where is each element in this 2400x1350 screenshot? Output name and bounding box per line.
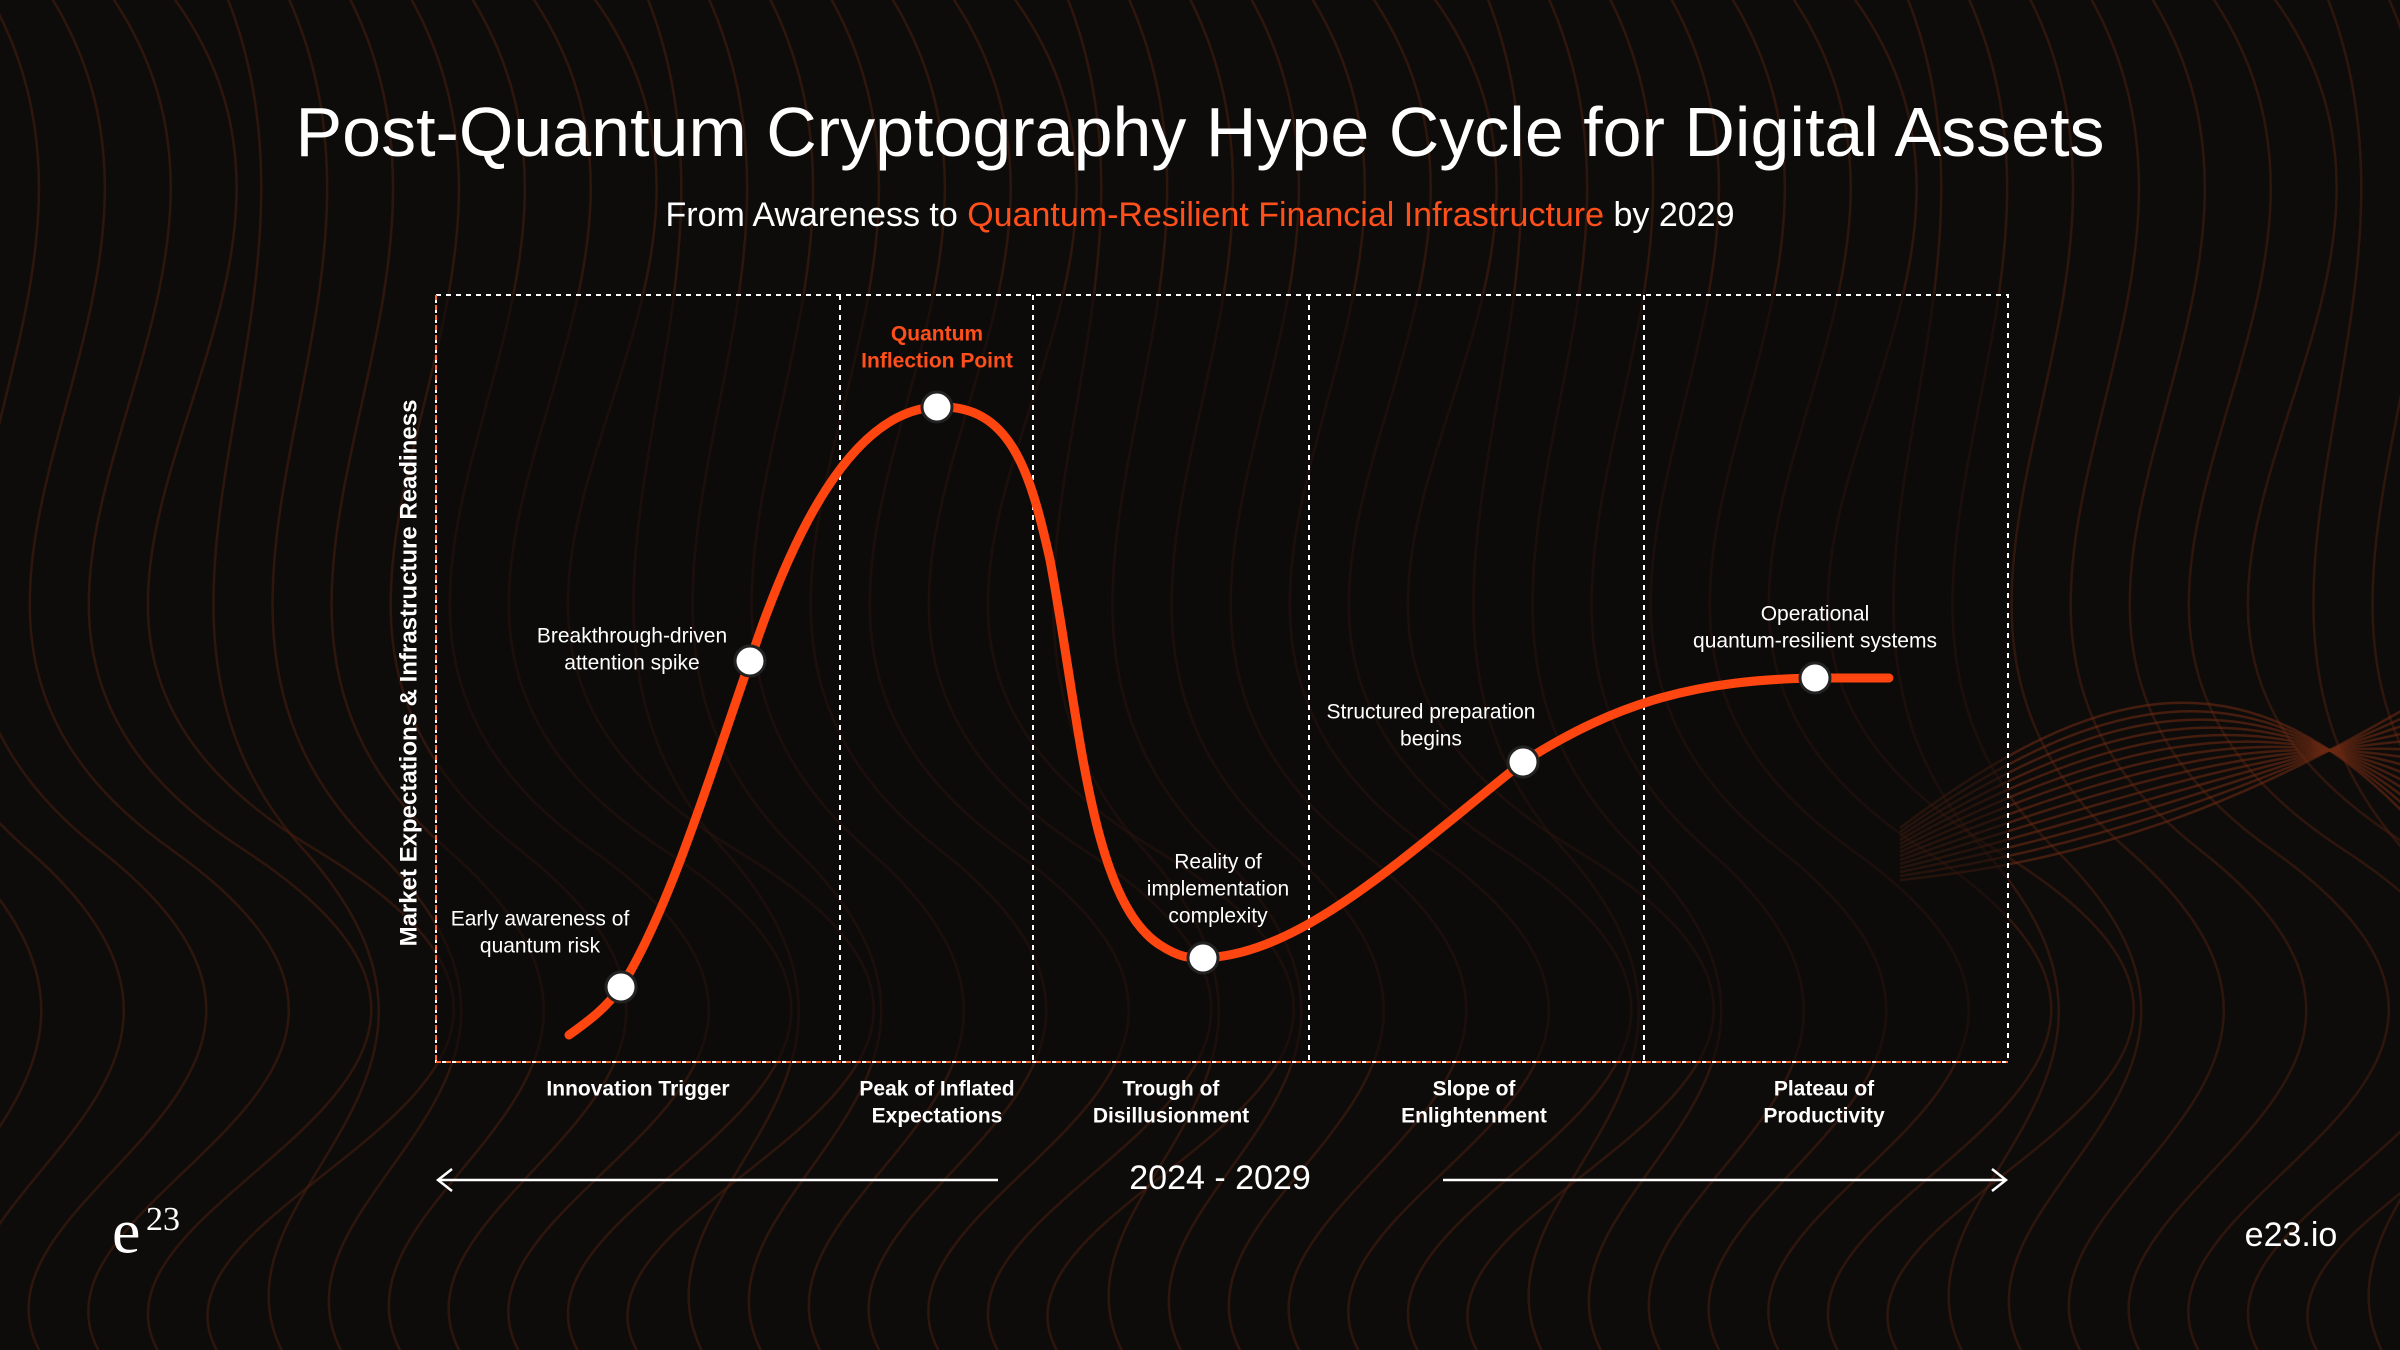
phase-label: Disillusionment xyxy=(1093,1105,1249,1128)
milestone-point xyxy=(733,644,767,678)
timeline-arrows xyxy=(435,1168,2009,1192)
bg-contour xyxy=(87,0,373,1350)
bg-contour xyxy=(212,0,380,1350)
bg-contour xyxy=(1951,0,2143,1350)
bg-contour xyxy=(0,821,125,1226)
milestone-label: Structured preparation xyxy=(1327,701,1536,724)
hype-curve xyxy=(564,402,1894,1040)
labels: Early awareness of quantum risk Breakthrou… xyxy=(451,323,1937,1128)
phase-label: Slope of xyxy=(1433,1078,1517,1101)
milestone-label: Reality of xyxy=(1174,851,1262,874)
milestone-label: complexity xyxy=(1168,905,1268,928)
milestone-label: implementation xyxy=(1147,878,1289,901)
bg-contour xyxy=(2069,0,2308,1350)
milestone-label: attention spike xyxy=(564,652,699,675)
milestone-label: quantum risk xyxy=(480,935,601,958)
milestone-point xyxy=(1186,941,1220,975)
milestone-label: Inflection Point xyxy=(861,350,1013,373)
bg-contour xyxy=(2010,0,2225,1350)
milestone-label: Early awareness of xyxy=(451,908,630,931)
milestone-label: Operational xyxy=(1761,603,1870,626)
title: Post-Quantum Cryptography Hype Cycle for… xyxy=(295,93,2105,171)
arrow-head xyxy=(1991,1168,2009,1192)
milestone-point xyxy=(920,390,954,424)
phase-label: Productivity xyxy=(1763,1105,1885,1128)
subtitle-text: From Awareness to xyxy=(665,196,968,234)
arrow-head xyxy=(435,1168,453,1192)
phase-label: Enlightenment xyxy=(1401,1105,1547,1128)
milestone-label: Breakthrough-driven xyxy=(537,625,727,648)
bg-contour xyxy=(2246,0,2400,1350)
logo-sup: 23 xyxy=(146,1201,180,1238)
milestone-label: begins xyxy=(1400,728,1462,751)
subtitle-highlight: Quantum-Resilient Financial Infrastructu… xyxy=(967,196,1605,234)
phase-label: Peak of Inflated xyxy=(859,1078,1014,1101)
milestone-point xyxy=(1506,745,1540,779)
bg-contour xyxy=(2128,0,2390,1350)
milestone-point xyxy=(1798,661,1832,695)
timeline-label: 2024 - 2029 xyxy=(1129,1159,1311,1197)
bg-contour xyxy=(271,0,463,1350)
phase-dividers xyxy=(839,295,1645,1062)
phase-label: Plateau of xyxy=(1774,1078,1875,1101)
phase-label: Innovation Trigger xyxy=(546,1078,729,1101)
milestone-label: Quantum xyxy=(891,323,983,346)
subtitle: From Awareness to Quantum-Resilient Fina… xyxy=(0,196,2400,235)
milestone-label: quantum-resilient systems xyxy=(1693,630,1937,653)
y-axis-label: Market Expectations & Infrastructure Rea… xyxy=(395,400,422,947)
bg-contour xyxy=(2187,0,2400,1350)
bg-contour xyxy=(28,0,290,1350)
site-url: e23.io xyxy=(2245,1216,2338,1254)
phase-label: Trough of xyxy=(1123,1078,1221,1101)
subtitle-text: by 2029 xyxy=(1604,196,1735,234)
bg-contour xyxy=(146,0,455,1350)
bg-contour xyxy=(2312,0,2400,1350)
milestone-point xyxy=(604,970,638,1004)
bg-contour xyxy=(0,13,208,1350)
phase-label: Expectations xyxy=(872,1105,1003,1128)
logo-base: e xyxy=(112,1196,140,1267)
